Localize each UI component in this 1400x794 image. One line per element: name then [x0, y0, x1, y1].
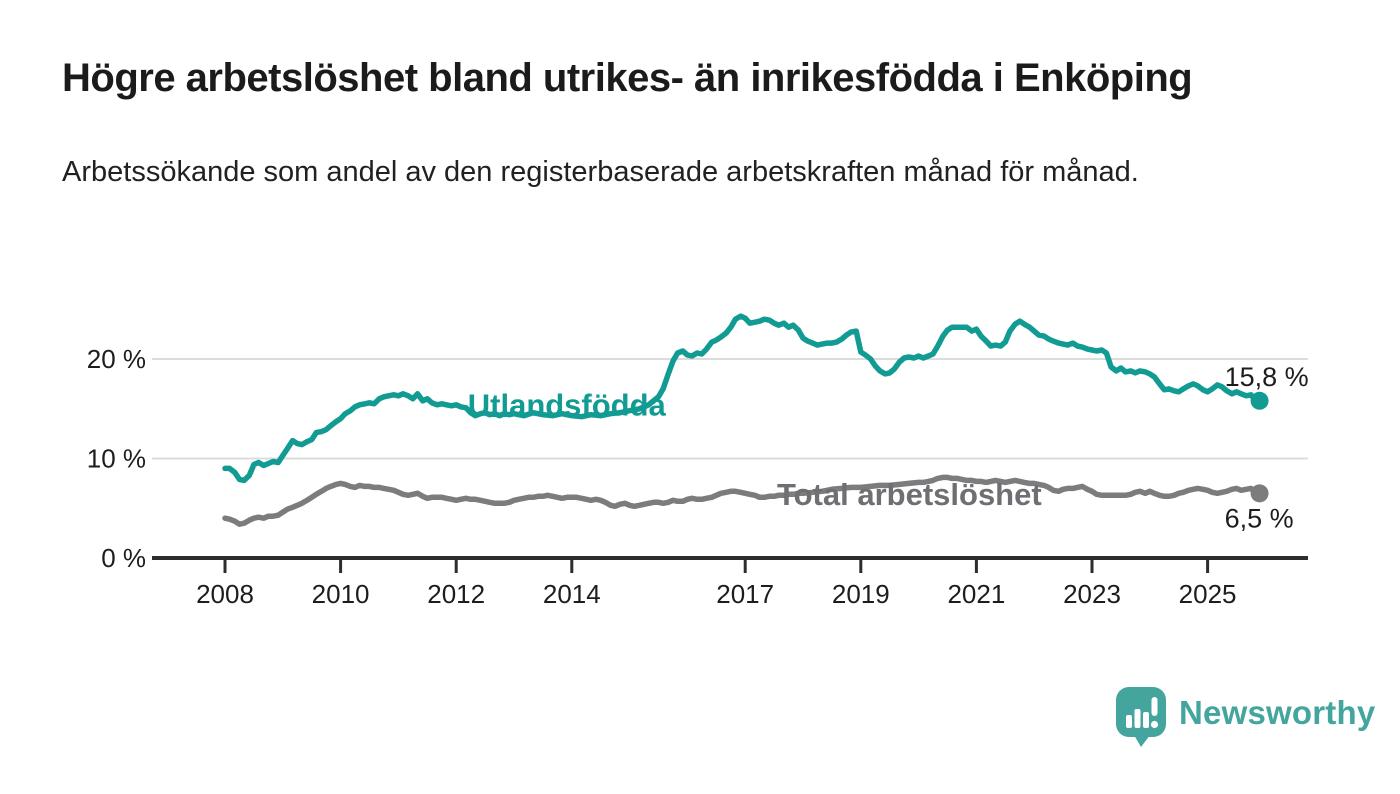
y-axis-tick-label: 0 %	[101, 543, 146, 573]
brand-name: Newsworthy	[1179, 694, 1376, 731]
x-axis-tick-label: 2008	[196, 579, 254, 609]
x-axis-tick-label: 2025	[1179, 579, 1237, 609]
newsworthy-bubble-chart-icon	[1116, 687, 1166, 747]
x-axis-tick-label: 2017	[716, 579, 774, 609]
x-axis-tick-label: 2019	[832, 579, 890, 609]
newsworthy-logo: Newsworthy	[1115, 686, 1375, 748]
series-label-utlandsfodda: Utlandsfödda	[468, 388, 667, 423]
page-title: Högre arbetslöshet bland utrikes- än inr…	[62, 56, 1193, 100]
series-end-dot-total	[1250, 484, 1269, 503]
series-end-value-label-utlandsfodda: 15,8 %	[1225, 362, 1309, 392]
x-axis-tick-label: 2010	[312, 579, 370, 609]
x-axis-tick-label: 2023	[1063, 579, 1121, 609]
page-subtitle: Arbetssökande som andel av den registerb…	[62, 156, 1139, 188]
series-line-utlandsfodda	[222, 313, 1259, 484]
series-line-total	[222, 474, 1259, 527]
x-axis-tick-label: 2014	[543, 579, 601, 609]
series-label-total: Total arbetslöshet	[777, 477, 1042, 512]
series-end-dot-utlandsfodda	[1250, 391, 1269, 410]
x-axis-tick-label: 2012	[427, 579, 485, 609]
x-axis-tick-label: 2021	[947, 579, 1005, 609]
y-axis-tick-label: 10 %	[87, 444, 146, 474]
series-end-value-label-total: 6,5 %	[1225, 503, 1294, 533]
y-axis-tick-label: 20 %	[87, 344, 146, 374]
